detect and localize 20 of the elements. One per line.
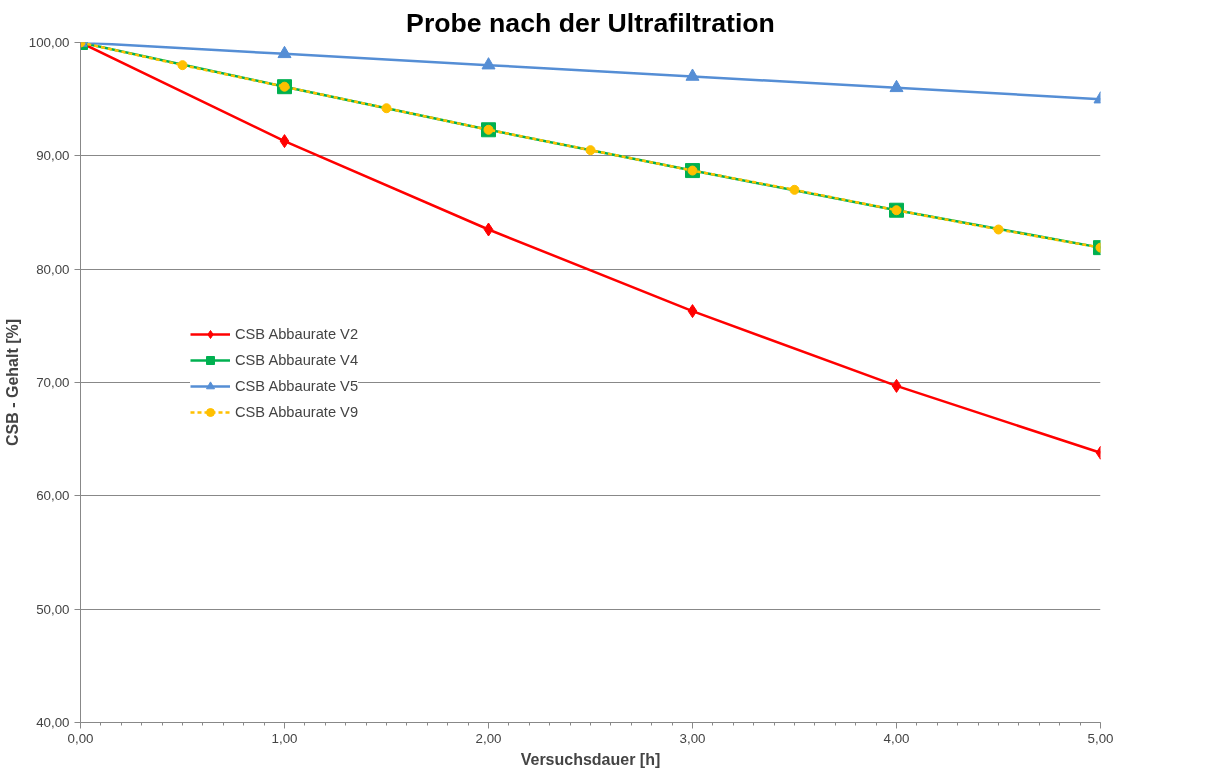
x-tick-label: 2,00	[475, 730, 502, 746]
legend-label: CSB Abbaurate V4	[235, 352, 359, 368]
x-tick-label: 5,00	[1087, 730, 1114, 746]
y-axis-title: CSB - Gehalt [%]	[3, 318, 21, 447]
y-tick-label: 60,00	[36, 488, 70, 504]
y-tick-label: 90,00	[36, 148, 70, 164]
y-tick-label: 50,00	[36, 601, 70, 617]
y-tick-label: 80,00	[36, 261, 70, 277]
chart-title: Probe nach der Ultrafiltration	[406, 7, 775, 38]
y-tick-label: 40,00	[36, 715, 70, 730]
legend-label: CSB Abbaurate V9	[235, 404, 359, 420]
x-tick-label: 0,00	[67, 730, 94, 746]
legend-label: CSB Abbaurate V2	[235, 326, 359, 342]
y-tick-label: 100,00	[28, 35, 70, 50]
x-tick-label: 1,00	[271, 730, 298, 746]
legend-label: CSB Abbaurate V5	[235, 378, 359, 394]
x-tick-label: 4,00	[883, 730, 910, 746]
x-axis-title: Versuchsdauer [h]	[520, 750, 661, 768]
x-tick-label: 3,00	[679, 730, 706, 746]
y-tick-label: 70,00	[36, 375, 70, 390]
